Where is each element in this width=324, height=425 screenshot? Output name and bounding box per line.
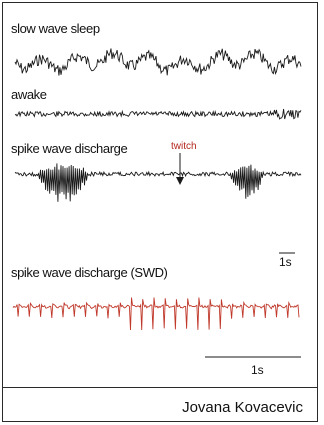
scale-bar-bottom xyxy=(205,356,301,358)
scale-bar-bottom-label: 1s xyxy=(251,363,264,377)
trace-swd xyxy=(12,297,300,331)
author-divider xyxy=(3,387,317,388)
trace-label-swd: spike wave discharge (SWD) xyxy=(11,265,168,280)
twitch-arrow xyxy=(176,153,184,185)
trace-label-awake: awake xyxy=(11,87,47,102)
trace-awake xyxy=(14,108,302,120)
trace-label-slow-wave-sleep: slow wave sleep xyxy=(11,21,100,36)
trace-spike-wave-discharge xyxy=(14,163,302,202)
eeg-figure-panel: slow wave sleep awake spike wave dischar… xyxy=(2,2,318,422)
trace-label-spike-wave-discharge: spike wave discharge xyxy=(11,141,128,156)
twitch-annotation: twitch xyxy=(171,141,197,152)
scale-bar-top xyxy=(279,252,295,254)
author-credit: Jovana Kovacevic xyxy=(182,399,303,416)
scale-bar-top-label: 1s xyxy=(279,255,292,269)
trace-slow-wave-sleep xyxy=(14,48,302,76)
